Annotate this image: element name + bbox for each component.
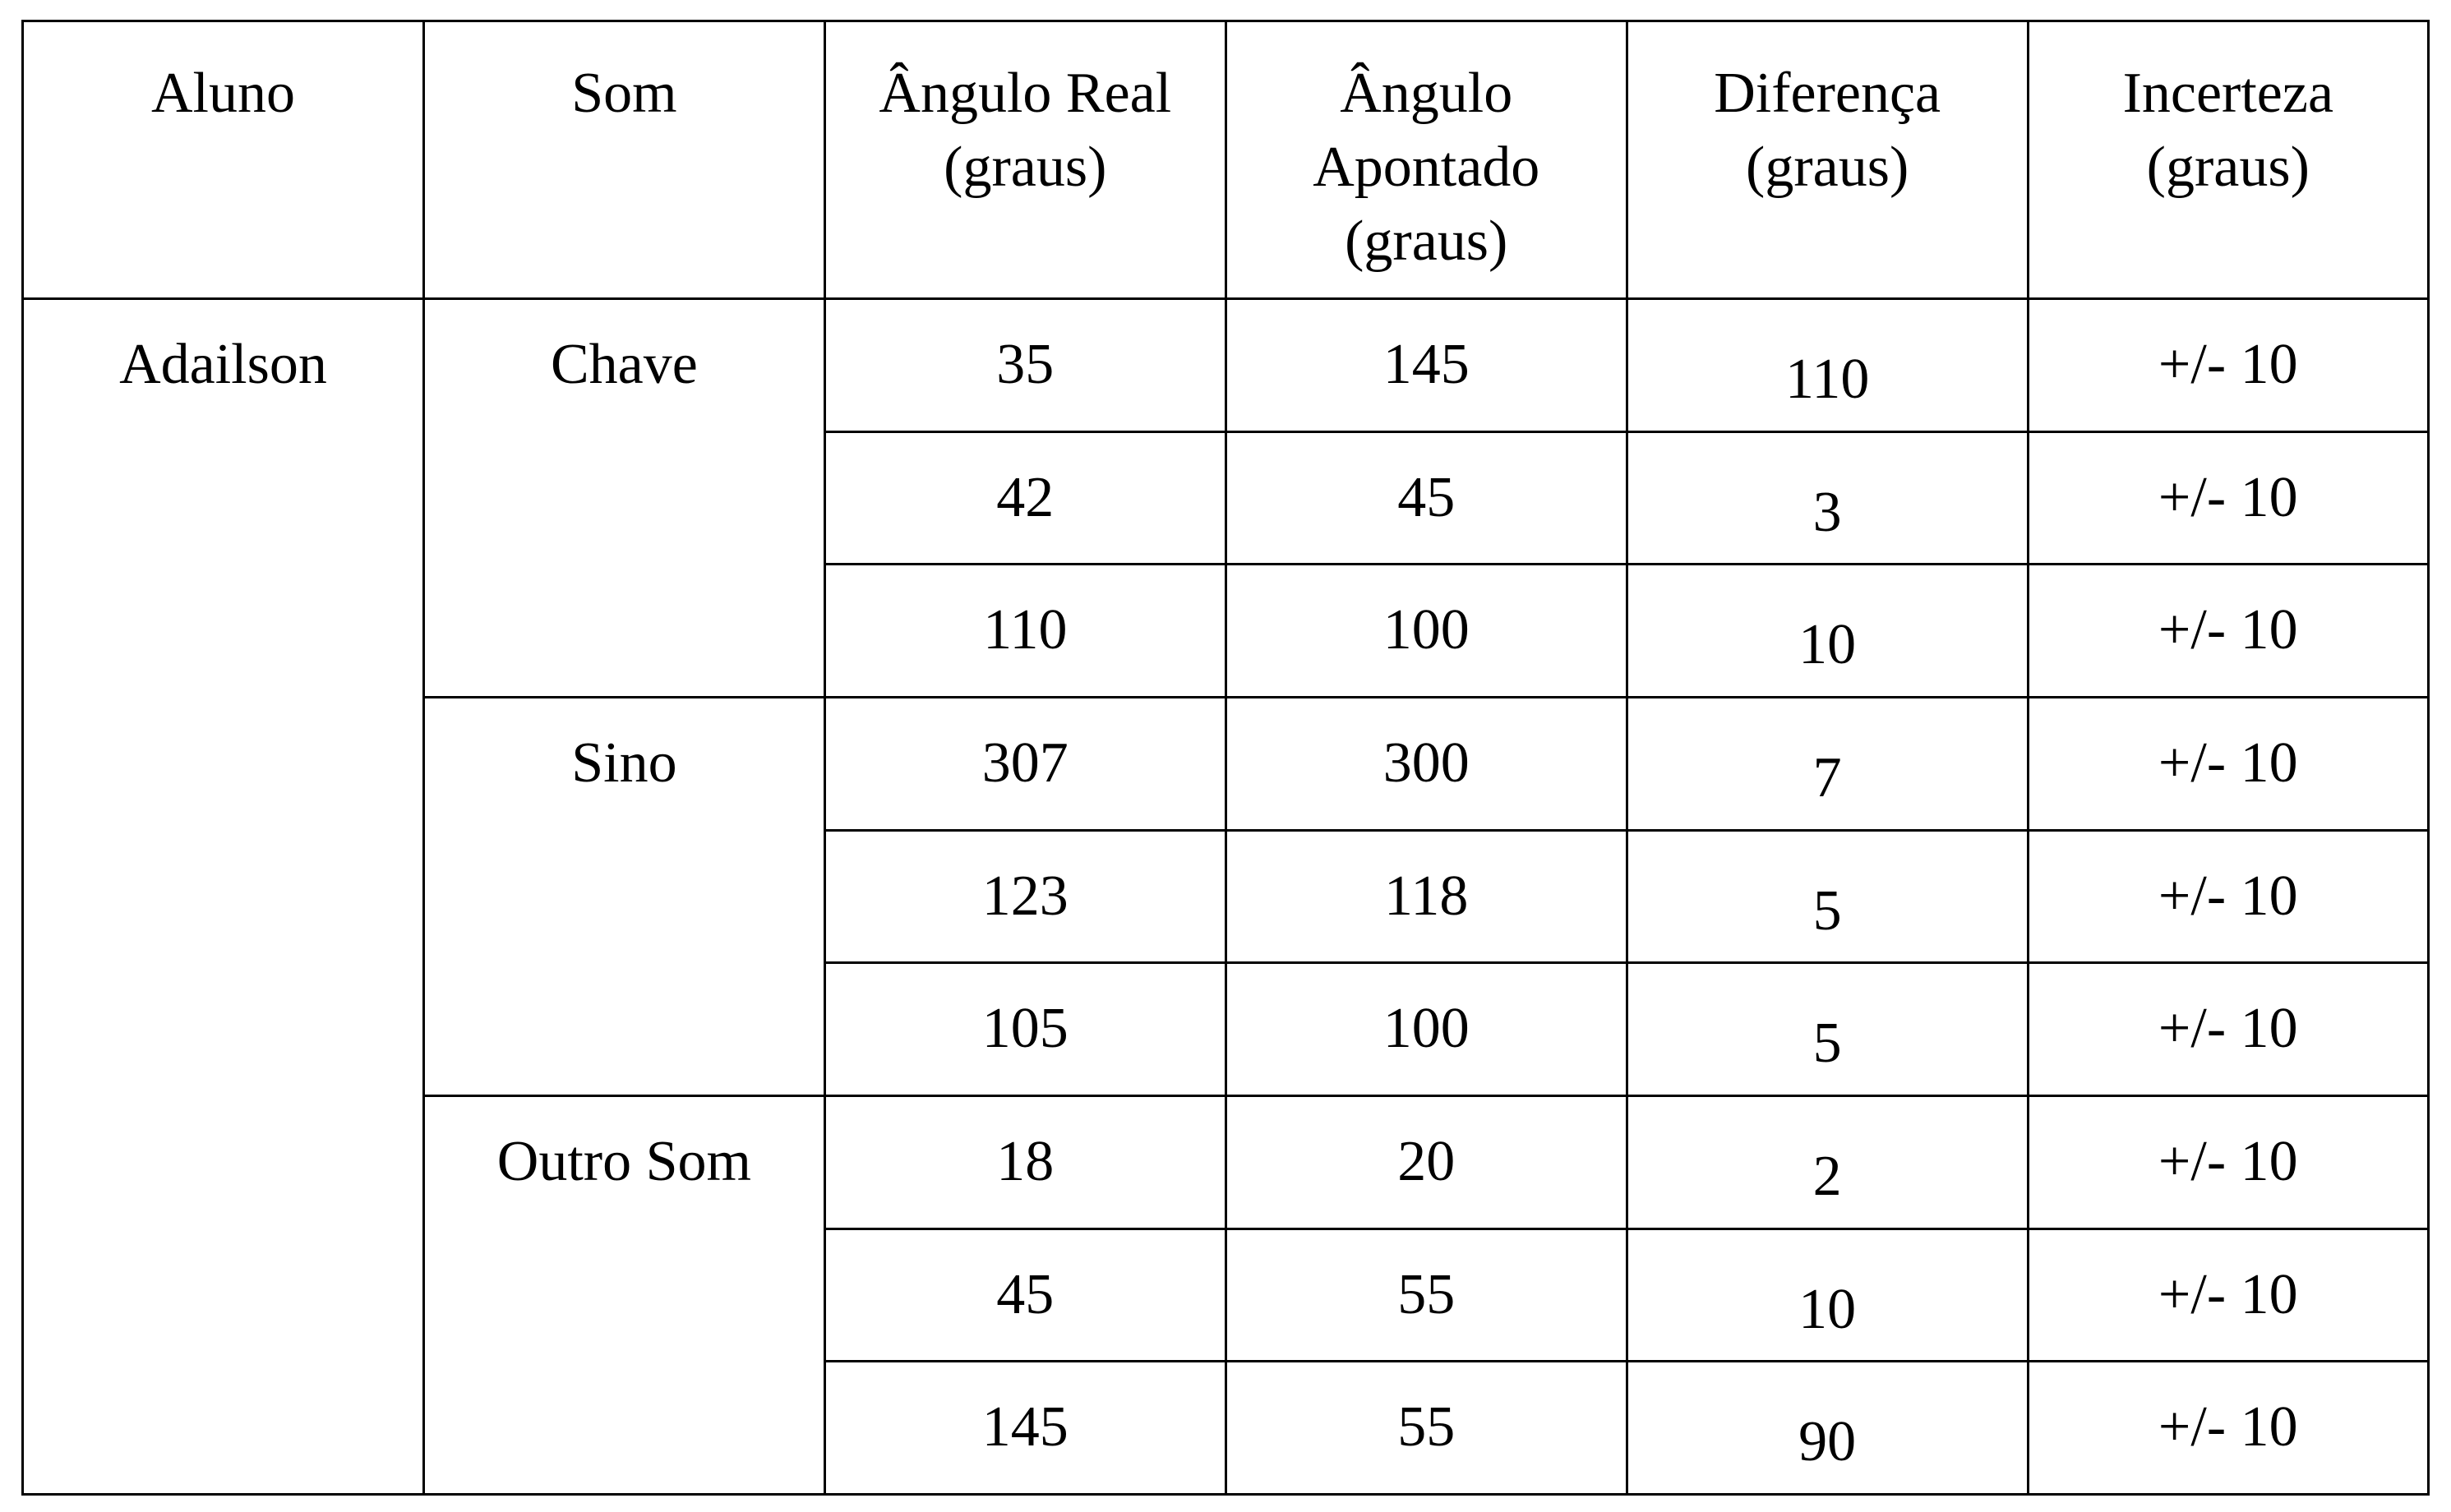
- real-angle-cell: 45: [823, 1227, 1227, 1363]
- student-cell: Adailson: [21, 297, 425, 1496]
- difference-cell: 5: [1625, 828, 2029, 965]
- header-row: Aluno Som Ângulo Real (graus) Ângulo Apo…: [21, 20, 2430, 300]
- results-table: Aluno Som Ângulo Real (graus) Ângulo Apo…: [21, 20, 2430, 1496]
- real-angle-cell: 123: [823, 828, 1227, 965]
- difference-cell: 10: [1625, 1227, 2029, 1363]
- difference-cell: 2: [1625, 1094, 2029, 1230]
- header-incerteza: Incerteza (graus): [2026, 20, 2430, 300]
- sound-cell: Chave: [422, 297, 826, 698]
- real-angle-cell: 35: [823, 297, 1227, 433]
- real-angle-cell: 110: [823, 563, 1227, 698]
- table-row: 105 100 5 +/- 10: [23, 961, 2430, 1097]
- table-row: 45 55 10 +/- 10: [23, 1227, 2430, 1363]
- table-row: Outro Som 18 20 2 +/- 10: [23, 1094, 2430, 1496]
- uncertainty-cell: +/- 10: [2026, 1227, 2430, 1363]
- real-angle-cell: 307: [823, 695, 1227, 832]
- uncertainty-cell: +/- 10: [2026, 1360, 2430, 1496]
- pointed-angle-cell: 55: [1224, 1227, 1628, 1363]
- uncertainty-cell: +/- 10: [2026, 430, 2430, 566]
- difference-cell: 7: [1625, 695, 2029, 832]
- pointed-angle-cell: 55: [1224, 1360, 1628, 1496]
- table-row: Sino 307 300 7 +/- 10: [23, 695, 2430, 1097]
- pointed-angle-cell: 145: [1224, 297, 1628, 433]
- difference-cell: 5: [1625, 961, 2029, 1097]
- sound-cell: Outro Som: [422, 1094, 826, 1496]
- header-som: Som: [422, 20, 826, 300]
- real-angle-cell: 145: [823, 1360, 1227, 1496]
- pointed-angle-cell: 118: [1224, 828, 1628, 965]
- table-row: 42 45 3 +/- 10: [23, 430, 2430, 566]
- table-row: Adailson Chave 35 145 110 +/- 10: [21, 297, 2430, 1496]
- difference-cell: 110: [1625, 297, 2029, 433]
- pointed-angle-cell: 300: [1224, 695, 1628, 832]
- header-angulo-apontado: Ângulo Apontado (graus): [1224, 20, 1628, 300]
- pointed-angle-cell: 20: [1224, 1094, 1628, 1230]
- pointed-angle-cell: 100: [1224, 961, 1628, 1097]
- pointed-angle-cell: 100: [1224, 563, 1628, 698]
- sound-cell: Sino: [422, 695, 826, 1097]
- table-row: 145 55 90 +/- 10: [23, 1360, 2430, 1496]
- real-angle-cell: 18: [823, 1094, 1227, 1230]
- uncertainty-cell: +/- 10: [2026, 1094, 2430, 1230]
- table-row: 110 100 10 +/- 10: [23, 563, 2430, 698]
- uncertainty-cell: +/- 10: [2026, 828, 2430, 965]
- difference-cell: 10: [1625, 563, 2029, 698]
- header-diferenca: Diferença (graus): [1625, 20, 2029, 300]
- table-row: 123 118 5 +/- 10: [23, 828, 2430, 965]
- uncertainty-cell: +/- 10: [2026, 695, 2430, 832]
- header-angulo-real: Ângulo Real (graus): [823, 20, 1227, 300]
- pointed-angle-cell: 45: [1224, 430, 1628, 566]
- difference-cell: 3: [1625, 430, 2029, 566]
- uncertainty-cell: +/- 10: [2026, 297, 2430, 433]
- difference-cell: 90: [1625, 1360, 2029, 1496]
- uncertainty-cell: +/- 10: [2026, 961, 2430, 1097]
- real-angle-cell: 105: [823, 961, 1227, 1097]
- real-angle-cell: 42: [823, 430, 1227, 566]
- uncertainty-cell: +/- 10: [2026, 563, 2430, 698]
- header-aluno: Aluno: [21, 20, 425, 300]
